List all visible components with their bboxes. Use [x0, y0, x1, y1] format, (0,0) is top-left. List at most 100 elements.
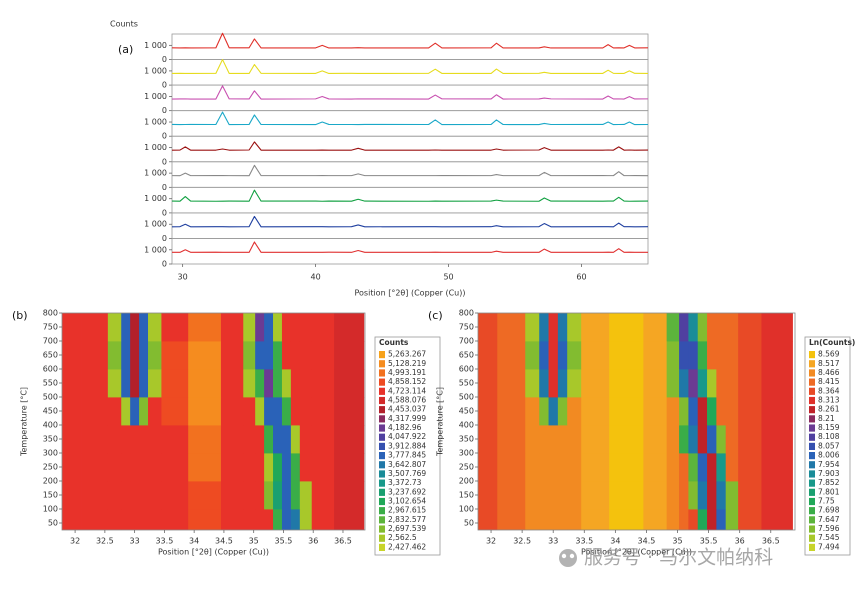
colorbar-label: 7.75 — [818, 497, 835, 506]
heat-cell — [688, 425, 699, 454]
colorbar-label: 7.647 — [818, 515, 840, 524]
heat-cell — [161, 369, 189, 398]
colorbar-swatch — [809, 442, 815, 450]
heat-cell — [62, 509, 82, 530]
heat-cell — [243, 453, 256, 482]
x-tick-label: 32 — [70, 537, 80, 546]
y-tick-label: 750 — [459, 323, 474, 332]
heat-cell — [525, 425, 540, 454]
heat-cell — [255, 425, 265, 454]
heat-cell — [220, 341, 244, 370]
x-tick-label: 33.5 — [575, 537, 593, 546]
heat-cell — [148, 509, 162, 530]
heat-cell — [497, 397, 526, 426]
heat-cell — [539, 481, 549, 510]
heat-cell — [81, 369, 109, 398]
heat-cell — [290, 453, 301, 482]
heat-cell — [548, 481, 559, 510]
x-tick-label: 35.5 — [275, 537, 293, 546]
heat-cell — [497, 313, 526, 342]
y-tick-label: 450 — [43, 407, 58, 416]
heat-cell — [243, 481, 256, 510]
y-tick-label: 0 — [162, 183, 167, 192]
y-tick-label: 1 000 — [144, 41, 167, 50]
colorbar-label: 4,047.922 — [388, 432, 426, 441]
heat-cell — [107, 341, 122, 370]
heat-cell — [81, 313, 109, 342]
heat-cell — [761, 425, 793, 454]
colorbar-label: 3,777.845 — [388, 451, 426, 460]
heat-cell — [334, 369, 365, 398]
heat-cell — [497, 453, 526, 482]
colorbar-swatch — [379, 534, 385, 542]
x-tick-label: 32 — [486, 537, 496, 546]
heat-cell — [139, 369, 149, 398]
y-tick-label: 500 — [43, 393, 58, 402]
colorbar-label: 4,858.152 — [388, 377, 426, 386]
heat-cell — [539, 397, 549, 426]
heat-cell — [688, 369, 699, 398]
colorbar-swatch — [809, 378, 815, 386]
heat-cell — [738, 369, 762, 398]
heat-cell — [81, 397, 109, 426]
y-tick-label: 500 — [459, 393, 474, 402]
heat-cell — [107, 369, 122, 398]
panel-frame — [171, 186, 649, 214]
y-tick-label: 600 — [459, 365, 474, 374]
heat-cell — [290, 509, 301, 530]
heat-cell — [707, 369, 717, 398]
colorbar-swatch — [809, 360, 815, 368]
heat-cell — [299, 369, 313, 398]
heat-cell — [220, 369, 244, 398]
colorbar-label: 3,372.73 — [388, 478, 422, 487]
heat-cell — [679, 481, 689, 510]
heat-cell — [548, 369, 559, 398]
heat-cell — [697, 481, 708, 510]
heat-cell — [281, 369, 292, 398]
heat-cell — [81, 509, 109, 530]
heat-cell — [264, 369, 274, 398]
heat-cell — [243, 313, 256, 342]
heat-cell — [290, 369, 301, 398]
y-tick-label: 50 — [464, 519, 474, 528]
heat-cell — [557, 313, 568, 342]
colorbar-swatch — [809, 543, 815, 551]
colorbar-swatch — [809, 507, 815, 515]
heat-cell — [609, 369, 644, 398]
heat-cell — [264, 509, 274, 530]
pattern-line — [171, 215, 649, 228]
y-tick-label: 0 — [162, 106, 167, 115]
y-tick-label: 600 — [43, 365, 58, 374]
heat-cell — [121, 341, 131, 370]
heat-cell — [139, 341, 149, 370]
heat-cell — [666, 509, 680, 530]
heat-cell — [497, 341, 526, 370]
colorbar-swatch — [379, 452, 385, 460]
heatmap — [478, 313, 793, 530]
heat-cell — [243, 509, 256, 530]
y-tick-label: 800 — [43, 309, 58, 318]
heat-cell — [539, 369, 549, 398]
heat-cell — [609, 509, 644, 530]
heat-cell — [539, 313, 549, 342]
heat-cell — [148, 341, 162, 370]
y-tick-label: 100 — [459, 505, 474, 514]
x-tick-label: 34.5 — [638, 537, 656, 546]
panel-frame — [171, 161, 649, 188]
heat-cell — [707, 425, 717, 454]
heat-cell — [738, 313, 762, 342]
heat-cell — [220, 453, 244, 482]
heat-cell — [107, 425, 122, 454]
colorbar-label: 4,453.037 — [388, 405, 426, 414]
heat-cell — [548, 453, 559, 482]
heat-cell — [679, 313, 689, 342]
colorbar-swatch — [379, 516, 385, 524]
heat-cell — [311, 425, 335, 454]
heat-cell — [121, 313, 131, 342]
panel-frame — [171, 135, 649, 163]
heat-cell — [243, 397, 256, 426]
panel-frame — [171, 212, 649, 239]
heat-cell — [299, 341, 313, 370]
colorbar-swatch — [809, 452, 815, 460]
